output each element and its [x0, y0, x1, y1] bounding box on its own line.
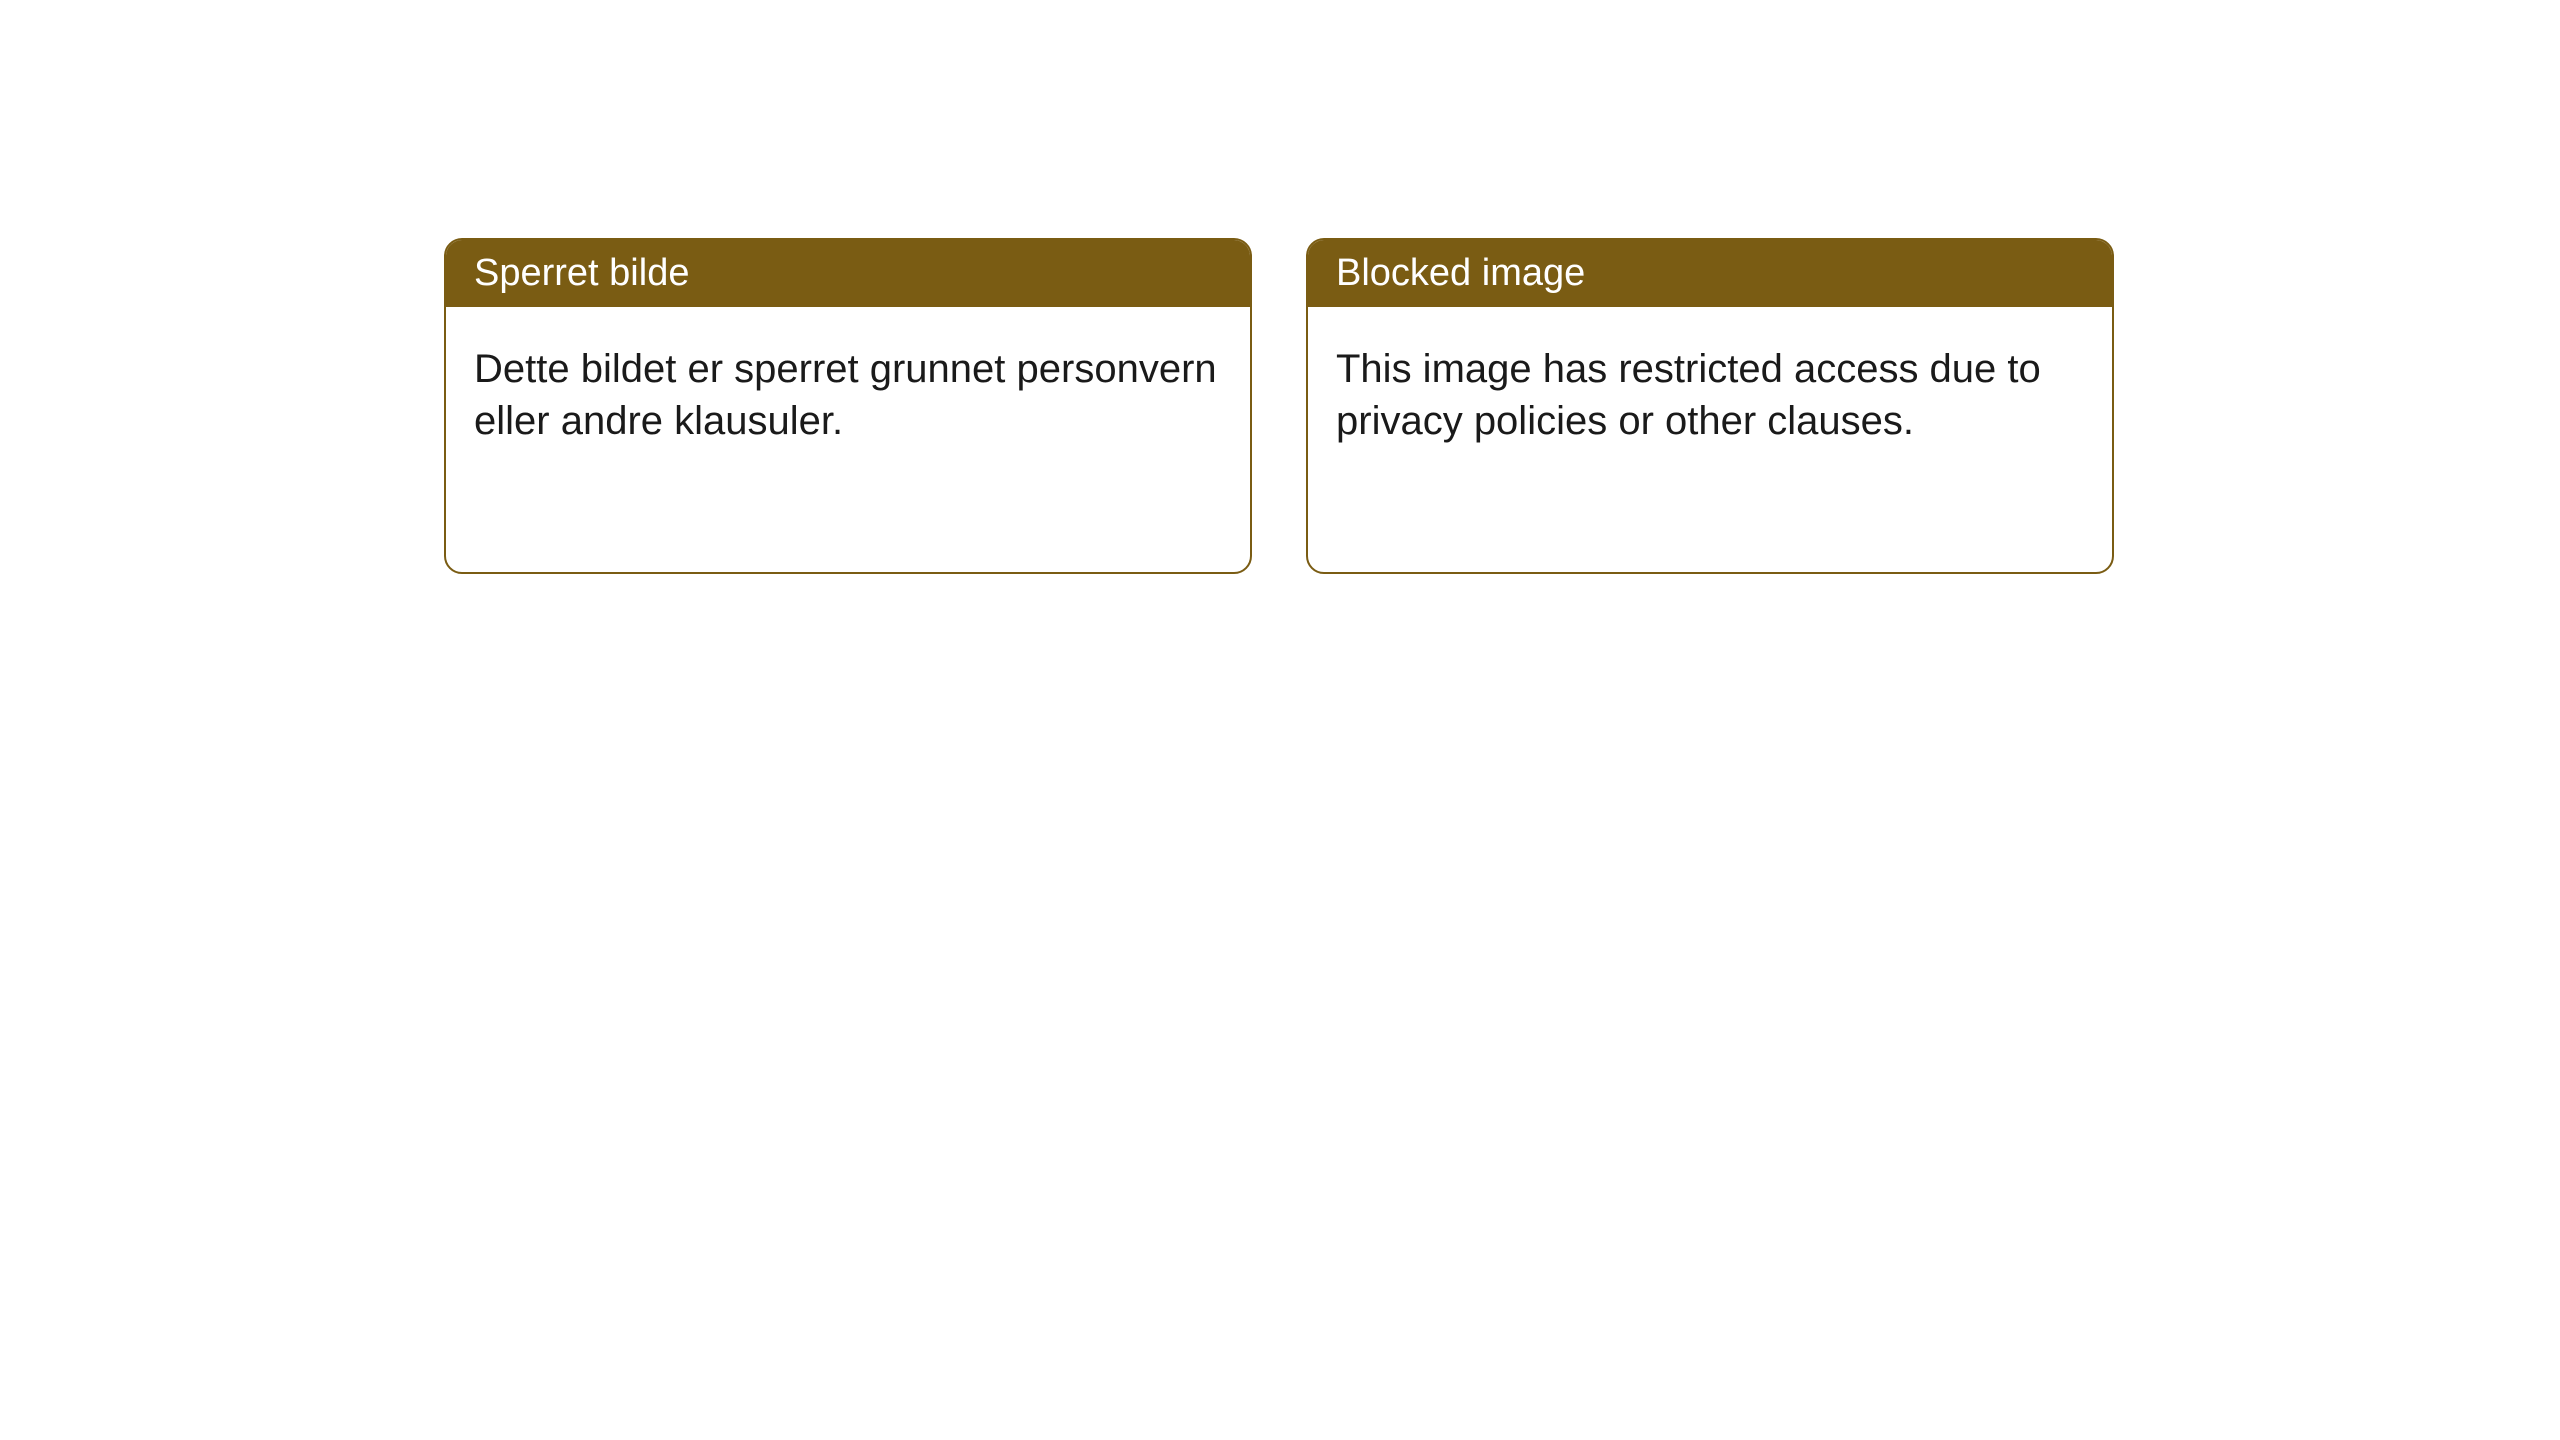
notice-card-norwegian: Sperret bilde Dette bildet er sperret gr…: [444, 238, 1252, 574]
notice-header: Blocked image: [1308, 240, 2112, 307]
notice-header: Sperret bilde: [446, 240, 1250, 307]
notice-container: Sperret bilde Dette bildet er sperret gr…: [0, 0, 2560, 574]
notice-body: This image has restricted access due to …: [1308, 307, 2112, 483]
notice-body: Dette bildet er sperret grunnet personve…: [446, 307, 1250, 483]
notice-card-english: Blocked image This image has restricted …: [1306, 238, 2114, 574]
